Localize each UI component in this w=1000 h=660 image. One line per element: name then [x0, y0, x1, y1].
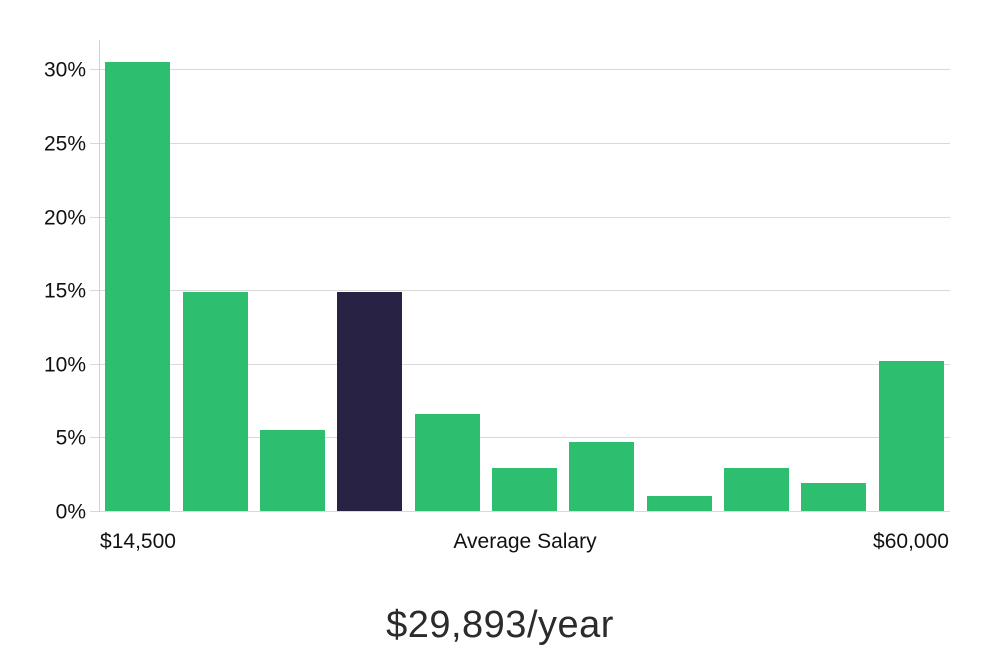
bar	[105, 62, 170, 511]
gridline	[90, 511, 950, 512]
x-axis: $14,500 Average Salary $60,000	[99, 530, 950, 556]
bar	[492, 468, 557, 511]
bar	[801, 483, 866, 511]
gridline	[90, 290, 950, 291]
plot-area	[90, 37, 950, 512]
y-tick-label: 0%	[55, 500, 86, 524]
gridline	[90, 437, 950, 438]
bar-highlighted	[337, 292, 402, 511]
bar	[260, 430, 325, 511]
y-tick-label: 5%	[55, 426, 86, 450]
y-tick-label: 25%	[43, 132, 86, 156]
bar	[415, 414, 480, 511]
y-axis-line	[99, 40, 100, 512]
y-tick-label: 10%	[43, 353, 86, 377]
gridline	[90, 364, 950, 365]
y-axis: 0% 5% 10% 15% 20% 25% 30%	[0, 37, 86, 523]
gridline	[90, 69, 950, 70]
y-tick-label: 30%	[43, 58, 86, 82]
bar	[569, 442, 634, 511]
bar	[724, 468, 789, 511]
gridline	[90, 143, 950, 144]
bar	[647, 496, 712, 511]
average-salary-value: $29,893/year	[386, 604, 614, 646]
bar	[879, 361, 944, 511]
y-tick-label: 20%	[43, 206, 86, 230]
bar	[183, 292, 248, 511]
gridline	[90, 217, 950, 218]
x-label-min: $14,500	[100, 530, 176, 553]
y-tick-label: 15%	[43, 279, 86, 303]
x-label-max: $60,000	[873, 530, 949, 553]
x-label-average-salary: Average Salary	[453, 530, 597, 553]
